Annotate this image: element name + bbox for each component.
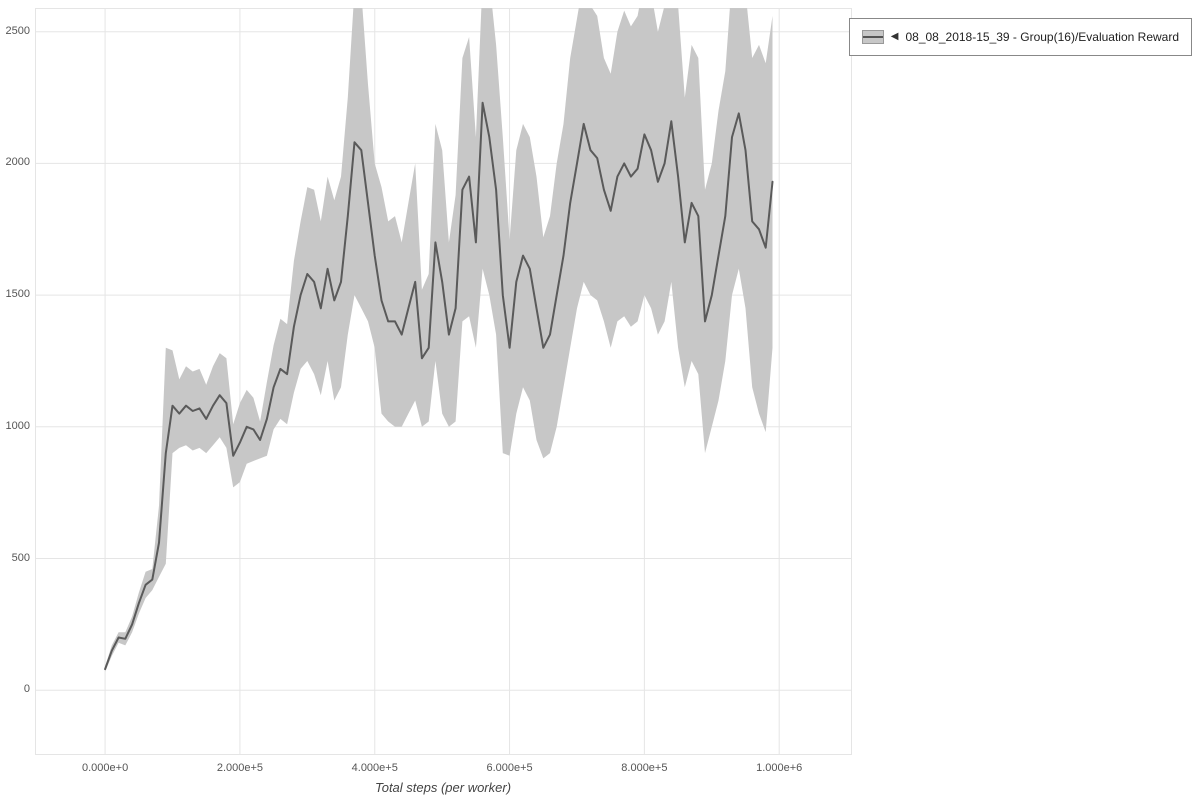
legend[interactable]: ◀ 08_08_2018-15_39 - Group(16)/Evaluatio…	[848, 18, 1192, 56]
y-tick-label: 2000	[5, 156, 30, 169]
y-tick-label: 1500	[5, 288, 30, 301]
legend-collapse-icon[interactable]: ◀	[890, 31, 899, 42]
confidence-band	[105, 8, 773, 672]
x-tick-label: 8.000e+5	[621, 762, 668, 774]
plot-canvas[interactable]	[35, 8, 852, 755]
series-swatch-icon	[861, 30, 884, 44]
y-tick-label: 2500	[5, 24, 30, 37]
x-tick-label: 4.000e+5	[351, 762, 398, 774]
y-tick-label: 1000	[5, 419, 30, 432]
mean-line	[104, 101, 774, 671]
x-tick-label: 6.000e+5	[486, 762, 533, 774]
x-tick-label: 1.000e+6	[756, 762, 803, 774]
series-line-icon	[862, 36, 883, 38]
x-tick-label: 2.000e+5	[216, 762, 264, 774]
legend-series-label: 08_08_2018-15_39 - Group(16)/Evaluation …	[905, 30, 1179, 44]
x-tick-label: 0.000e+0	[82, 762, 129, 774]
x-axis-title: Total steps (per worker)	[374, 780, 512, 795]
y-tick-label: 0	[23, 683, 30, 696]
plot-border	[35, 8, 852, 755]
y-tick-label: 500	[11, 551, 30, 564]
